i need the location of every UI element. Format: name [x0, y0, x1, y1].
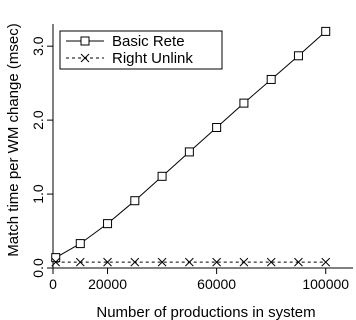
- right-unlink-point: [103, 257, 112, 267]
- x-marker-stroke: [239, 257, 249, 267]
- x-marker-stroke: [157, 257, 167, 267]
- basic-rete-point: [75, 239, 85, 249]
- x-marker-stroke: [266, 257, 276, 267]
- y-axis-title: Match time per WM change (msec): [5, 23, 22, 256]
- series-layer: [51, 26, 331, 267]
- basic-rete-point: [130, 196, 140, 206]
- x-axis-title: Number of productions in system: [96, 304, 315, 320]
- axes: 0 20000 60000 100000 0.0 1.0 2.0 3.0: [30, 24, 353, 292]
- y-tick-label: 1.0: [30, 184, 46, 204]
- x-tick-label: 100000: [302, 276, 349, 292]
- right-unlink-point: [266, 257, 276, 267]
- right-unlink-point: [212, 257, 221, 267]
- basic-rete-point: [321, 26, 331, 36]
- x-marker-stroke: [80, 53, 90, 63]
- right-unlink-point: [239, 257, 249, 267]
- right-unlink-point: [75, 257, 85, 267]
- x-marker-stroke: [103, 257, 112, 267]
- right-unlink-point: [294, 257, 303, 267]
- y-tick-label: 0.0: [30, 258, 46, 278]
- right-unlink-point: [185, 257, 194, 267]
- x-tick-label: 20000: [88, 276, 127, 292]
- legend-marker-right-unlink: [80, 53, 90, 63]
- basic-rete-point: [103, 219, 113, 229]
- x-marker-stroke: [75, 257, 85, 267]
- x-marker-stroke: [321, 257, 331, 267]
- x-marker-stroke: [51, 257, 61, 267]
- y-tick-label: 2.0: [30, 110, 46, 130]
- x-marker-stroke: [185, 257, 194, 267]
- basic-rete-point: [157, 171, 167, 181]
- x-marker-stroke: [294, 257, 303, 267]
- right-unlink-point: [51, 257, 61, 267]
- basic-rete-point: [239, 98, 249, 108]
- x-marker-stroke: [212, 257, 221, 267]
- y-tick-label: 3.0: [30, 36, 46, 56]
- legend-label-basic-rete: Basic Rete: [112, 33, 185, 50]
- x-tick-label: 60000: [197, 276, 236, 292]
- x-marker-stroke: [130, 257, 140, 267]
- basic-rete-point: [51, 253, 61, 263]
- basic-rete-point: [293, 51, 303, 61]
- legend-label-right-unlink: Right Unlink: [112, 50, 193, 67]
- x-tick-label: 0: [49, 276, 57, 292]
- basic-rete-point: [266, 74, 276, 84]
- right-unlink-point: [321, 257, 331, 267]
- basic-rete-point: [212, 123, 222, 133]
- basic-rete-point: [184, 147, 194, 157]
- right-unlink-point: [157, 257, 167, 267]
- legend-marker-basic-rete: [80, 36, 90, 46]
- right-unlink-point: [130, 257, 140, 267]
